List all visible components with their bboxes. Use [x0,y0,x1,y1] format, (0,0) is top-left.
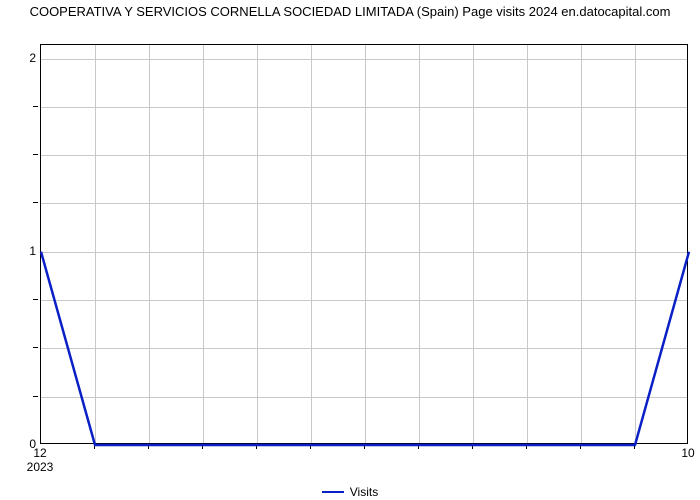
y-minor-tick [33,154,38,155]
x-tick-label-right: 10 [681,446,694,460]
y-minor-tick [33,202,38,203]
y-minor-tick [33,106,38,107]
legend-swatch [322,491,344,494]
data-line-svg [41,45,689,445]
y-tick-label: 2 [0,51,36,65]
x-tick-label-left: 12 [33,446,46,460]
chart-legend: Visits [0,484,700,499]
legend-label: Visits [350,485,378,499]
chart-title: COOPERATIVA Y SERVICIOS CORNELLA SOCIEDA… [0,4,700,20]
y-tick-label: 0 [0,437,36,451]
plot-area [40,44,688,444]
x-tick-year-left: 2023 [27,460,54,474]
y-minor-tick [33,347,38,348]
visits-line [41,252,689,445]
y-minor-tick [33,396,38,397]
chart-container: { "chart": { "type": "line", "title": "C… [0,0,700,500]
y-minor-tick [33,299,38,300]
y-tick-label: 1 [0,244,36,258]
